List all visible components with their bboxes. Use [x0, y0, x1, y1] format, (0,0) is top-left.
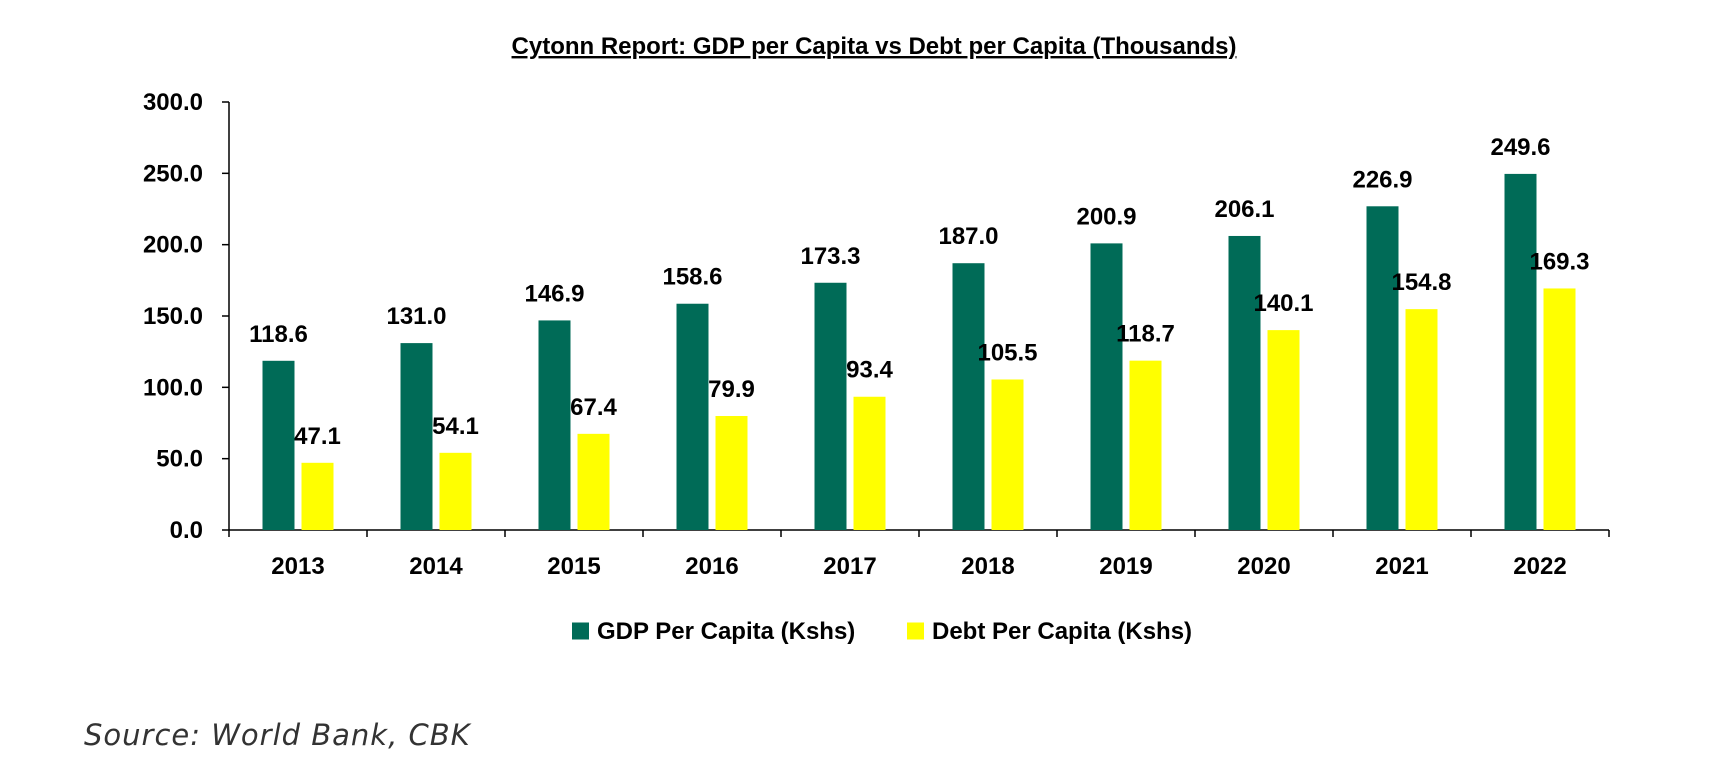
data-label-debt: 169.3 [1529, 248, 1589, 275]
data-label-gdp: 200.9 [1076, 203, 1136, 230]
y-tick-label: 200.0 [143, 232, 203, 259]
x-tick-label: 2015 [547, 553, 600, 580]
bar-debt [715, 416, 748, 530]
y-tick-label: 300.0 [143, 89, 203, 116]
y-tick-label: 0.0 [170, 517, 203, 544]
data-label-debt: 93.4 [846, 357, 893, 384]
x-tick-label: 2022 [1513, 553, 1566, 580]
data-label-gdp: 118.6 [249, 321, 308, 348]
x-tick-label: 2020 [1237, 553, 1290, 580]
y-tick-label: 150.0 [143, 303, 203, 330]
data-label-gdp: 158.6 [662, 264, 722, 291]
bar-debt [439, 452, 472, 530]
x-tick-label: 2019 [1099, 553, 1152, 580]
bar-gdp [1366, 206, 1399, 530]
data-label-debt: 140.1 [1253, 290, 1313, 317]
legend-label-debt: Debt Per Capita (Kshs) [932, 618, 1192, 645]
bar-debt [1129, 360, 1162, 530]
data-label-gdp: 206.1 [1214, 196, 1274, 223]
data-label-gdp: 131.0 [386, 303, 446, 330]
bar-debt [1267, 330, 1300, 530]
bar-debt [301, 462, 334, 530]
bar-debt [853, 396, 886, 530]
legend: GDP Per Capita (Kshs) Debt Per Capita (Ks… [572, 618, 1192, 645]
data-label-gdp: 146.9 [524, 280, 584, 307]
bar-gdp [538, 320, 571, 530]
data-label-debt: 118.7 [1116, 321, 1175, 348]
legend-label-gdp: GDP Per Capita (Kshs) [597, 618, 855, 645]
bar-gdp [1090, 243, 1123, 530]
y-tick-label: 250.0 [143, 160, 203, 187]
x-tick-label: 2013 [271, 553, 324, 580]
bar-debt [577, 433, 610, 530]
y-tick-label: 100.0 [143, 374, 203, 401]
data-label-gdp: 173.3 [800, 243, 860, 270]
data-label-gdp: 226.9 [1352, 166, 1412, 193]
bar-gdp [400, 343, 433, 530]
x-tick-label: 2017 [823, 553, 876, 580]
bar-gdp [262, 360, 295, 530]
x-tick-label: 2021 [1375, 553, 1428, 580]
bar-gdp [1228, 235, 1261, 531]
data-label-debt: 79.9 [708, 376, 755, 403]
x-tick-label: 2016 [685, 553, 738, 580]
bar-gdp [814, 282, 847, 530]
bar-debt [1543, 288, 1576, 530]
bar-gdp [676, 303, 709, 530]
data-label-debt: 154.8 [1391, 269, 1451, 296]
bar-gdp [952, 263, 985, 530]
bar-gdp [1504, 173, 1537, 531]
data-label-debt: 105.5 [977, 339, 1037, 366]
source-note: Source: World Bank, CBK [84, 718, 471, 752]
bar-debt [1405, 309, 1438, 530]
legend-swatch-debt [907, 622, 924, 640]
plot-area: 0.0 50.0 100.0 150.0 200.0 250.0 300.0 2013 118.… [143, 89, 1610, 580]
legend-swatch-gdp [572, 622, 589, 640]
data-label-gdp: 187.0 [938, 223, 998, 250]
data-label-gdp: 249.6 [1490, 134, 1550, 161]
bar-debt [991, 379, 1024, 530]
y-tick-label: 50.0 [156, 446, 203, 473]
data-label-debt: 47.1 [294, 423, 341, 450]
data-label-debt: 67.4 [570, 394, 617, 421]
data-label-debt: 54.1 [432, 413, 479, 440]
x-tick-label: 2018 [961, 553, 1014, 580]
chart-title: Cytonn Report: GDP per Capita vs Debt pe… [512, 33, 1237, 60]
x-tick-label: 2014 [409, 553, 463, 580]
